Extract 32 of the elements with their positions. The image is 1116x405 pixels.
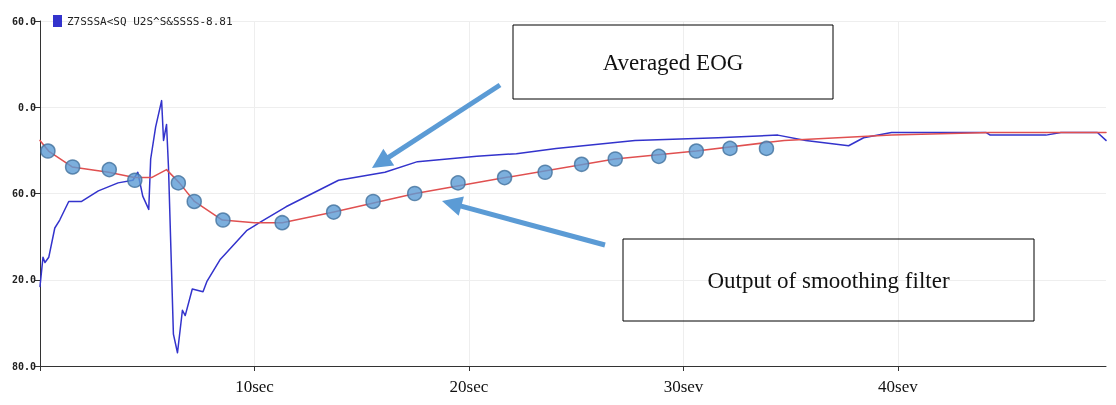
point — [573, 156, 590, 173]
x-tick-label: 20sec — [449, 377, 489, 396]
x-tick-label: 30sev — [663, 377, 704, 396]
text: 60.0 — [11, 15, 36, 27]
point — [496, 169, 513, 186]
point — [450, 175, 466, 191]
point — [274, 214, 290, 231]
x-tick-label: 40sev — [878, 377, 919, 396]
point — [101, 161, 118, 178]
point — [186, 193, 202, 210]
point — [722, 140, 738, 157]
text: 20.0 — [11, 274, 36, 286]
point — [170, 175, 187, 191]
point — [651, 148, 667, 165]
text: 60.0 — [11, 188, 36, 199]
point — [537, 164, 553, 181]
point — [127, 172, 143, 188]
text: Averaged EOG — [602, 49, 744, 75]
point — [688, 143, 705, 159]
point — [64, 159, 81, 175]
point — [758, 140, 775, 157]
point — [40, 143, 56, 159]
point — [325, 204, 342, 220]
annotation: Output of smoothing filter — [707, 267, 950, 293]
x-tick-label: 10sec — [235, 377, 275, 396]
point — [365, 193, 381, 210]
point — [215, 212, 231, 228]
point — [406, 185, 423, 202]
text: 80.0 — [11, 360, 36, 372]
point — [607, 151, 623, 167]
legend-label: Z7SSSA<SQ U2S^S&SSSS-8.81 — [67, 14, 233, 28]
text: 0.0 — [17, 101, 36, 113]
